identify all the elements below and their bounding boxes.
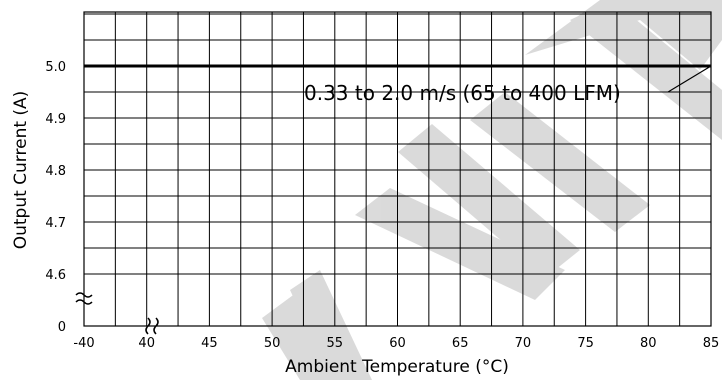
watermark-stroke: [470, 92, 650, 232]
x-tick-label: -40: [73, 336, 94, 351]
x-tick-labels: -40 40 45 50 55 60 65 70 75 80 85: [73, 336, 719, 351]
x-tick-label: 60: [389, 336, 406, 351]
y-tick-label: 5.0: [45, 60, 66, 75]
watermark-stroke: [570, 0, 722, 140]
watermark-stroke: [525, 0, 722, 70]
x-tick-label: 85: [703, 336, 720, 351]
y-tick-label: 0: [58, 320, 66, 335]
watermark-stroke: [290, 270, 372, 380]
x-tick-label: 50: [264, 336, 281, 351]
y-axis-break-icon: [75, 292, 93, 305]
y-axis-label: Output Current (A): [11, 91, 31, 250]
y-tick-label: 4.9: [45, 112, 66, 127]
annotation: 0.33 to 2.0 m/s (65 to 400 LFM): [304, 65, 712, 105]
x-axis-label: Ambient Temperature (°C): [285, 357, 509, 377]
annotation-leader-line: [667, 65, 712, 93]
x-tick-label: 45: [201, 336, 218, 351]
plot-frame: [83, 11, 712, 327]
x-tick-label: 65: [452, 336, 469, 351]
annotation-label: 0.33 to 2.0 m/s (65 to 400 LFM): [304, 81, 621, 105]
y-tick-label: 4.8: [45, 164, 66, 179]
watermark-stroke: [398, 124, 580, 278]
axis-breaks: [75, 292, 159, 335]
y-tick-label: 4.7: [45, 216, 66, 231]
y-tick-label: 4.6: [45, 268, 66, 283]
y-tick-labels: 0 4.6 4.7 4.8 4.9 5.0: [45, 60, 66, 335]
x-axis-break-icon: [145, 317, 159, 335]
chart-grid: [83, 12, 712, 326]
x-tick-label: 75: [577, 336, 594, 351]
x-tick-label: 55: [327, 336, 344, 351]
x-tick-label: 80: [640, 336, 657, 351]
x-tick-label: 40: [138, 336, 155, 351]
x-tick-label: 70: [515, 336, 532, 351]
